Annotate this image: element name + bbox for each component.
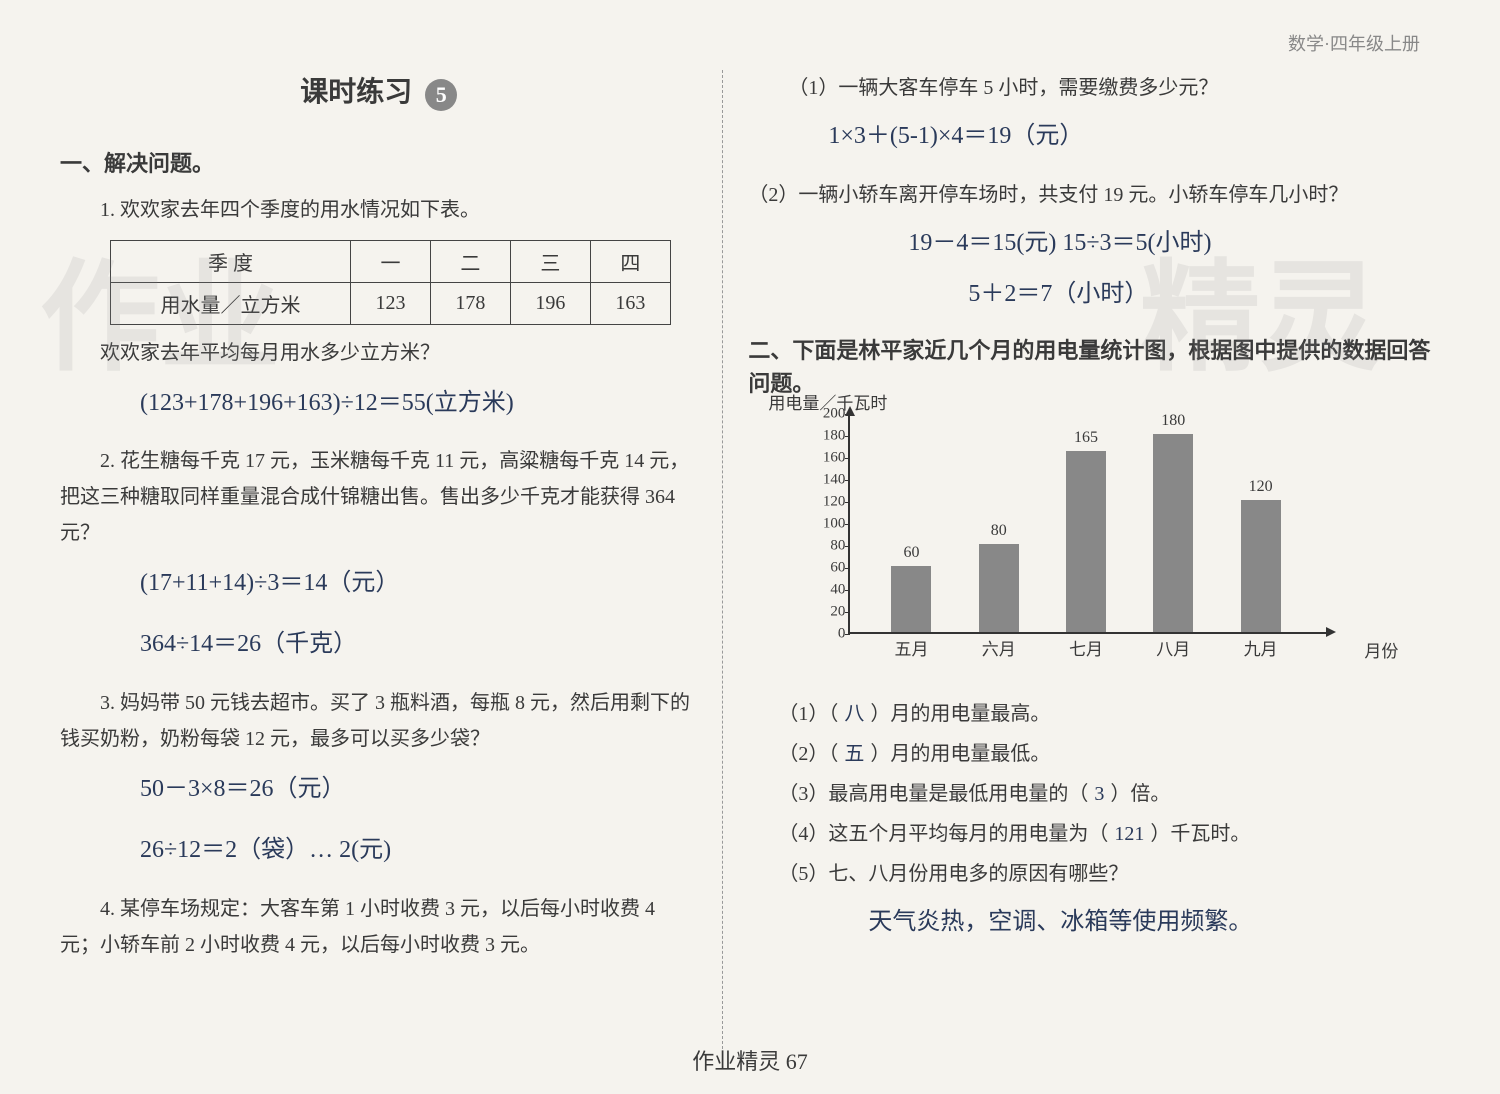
x-tick-label: 七月 xyxy=(1069,635,1103,660)
x-tick-label: 九月 xyxy=(1244,635,1278,660)
y-tick-mark xyxy=(845,634,850,635)
section1-head: 一、解决问题。 xyxy=(60,146,697,178)
x-axis-arrow xyxy=(1326,627,1336,637)
problem-2-text: 2. 花生糖每千克 17 元，玉米糖每千克 11 元，高粱糖每千克 14 元，把… xyxy=(60,443,697,551)
q1-post: ）月的用电量最高。 xyxy=(870,703,1050,725)
q4-pre: （4）这五个月平均每月的用电量为（ xyxy=(778,823,1108,845)
q3-pre: （3）最高用电量是最低用电量的（ xyxy=(778,783,1088,805)
problem-4-text: 4. 某停车场规定：大客车第 1 小时收费 3 元，以后每小时收费 4 元；小轿… xyxy=(60,891,697,963)
q3-post: ）倍。 xyxy=(1110,783,1170,805)
bar-value-label: 165 xyxy=(1066,429,1106,447)
chart-bar: 60 xyxy=(891,566,931,632)
problem-2-work2: 364÷14＝26（千克） xyxy=(140,624,697,665)
chart-bar: 180 xyxy=(1153,434,1193,632)
y-tick-mark xyxy=(845,612,850,613)
y-tick-label: 40 xyxy=(805,582,845,599)
y-tick-mark xyxy=(845,524,850,525)
footer-brand: 作业精灵 xyxy=(692,1049,780,1074)
electricity-chart: 用电量／千瓦时 月份 02040608010012014016018020060… xyxy=(798,414,1358,674)
chart-bar: 165 xyxy=(1066,451,1106,633)
problem-1-text: 1. 欢欢家去年四个季度的用水情况如下表。 xyxy=(60,192,697,228)
problem-4-work2b: 5＋2＝7（小时） xyxy=(968,274,1440,315)
title-text: 课时练习 xyxy=(300,77,412,108)
water-usage-table: 季 度 一 二 三 四 用水量／立方米 123 178 196 163 xyxy=(110,240,671,325)
bar-value-label: 120 xyxy=(1241,478,1281,496)
q2-item5: （5）七、八月份用电多的原因有哪些？ xyxy=(778,854,1440,894)
page-footer: 作业精灵 67 xyxy=(692,1044,808,1076)
problem-4-sub2: （2）一辆小轿车离开停车场时，共支付 19 元。小轿车停车几小时？ xyxy=(748,177,1440,213)
q2-item1: （1）（八）月的用电量最高。 xyxy=(778,694,1440,734)
lesson-title: 课时练习 5 xyxy=(60,70,697,111)
q5-answer: 天气炎热，空调、冰箱等使用频繁。 xyxy=(868,902,1440,943)
q2-item2: （2）（五）月的用电量最低。 xyxy=(778,734,1440,774)
y-tick-mark xyxy=(845,458,850,459)
bar-value-label: 180 xyxy=(1153,412,1193,430)
chart-bar: 120 xyxy=(1241,500,1281,632)
y-tick-label: 20 xyxy=(805,604,845,621)
y-tick-mark xyxy=(845,568,850,569)
problem-4-sub1: （1）一辆大客车停车 5 小时，需要缴费多少元？ xyxy=(748,70,1440,106)
bar-value-label: 80 xyxy=(979,522,1019,540)
y-tick-label: 200 xyxy=(805,406,845,423)
q4-answer: 121 xyxy=(1108,823,1150,845)
problem-1-work: (123+178+196+163)÷12＝55(立方米) xyxy=(140,383,697,424)
y-tick-label: 100 xyxy=(805,516,845,533)
footer-page: 67 xyxy=(786,1049,808,1074)
question-list: （1）（八）月的用电量最高。 （2）（五）月的用电量最低。 （3）最高用电量是最… xyxy=(778,694,1440,894)
th-q1: 一 xyxy=(350,240,430,282)
title-number-badge: 5 xyxy=(425,79,457,111)
chart-bar: 80 xyxy=(979,544,1019,632)
problem-3-work1: 50－3×8＝26（元） xyxy=(140,769,697,810)
problem-4-work1: 1×3＋(5-1)×4＝19（元） xyxy=(828,116,1440,157)
x-tick-label: 五月 xyxy=(894,635,928,660)
y-tick-mark xyxy=(845,502,850,503)
row-label: 用水量／立方米 xyxy=(111,282,351,324)
y-tick-label: 60 xyxy=(805,560,845,577)
y-tick-label: 0 xyxy=(805,626,845,643)
page-header: 数学·四年级上册 xyxy=(1288,30,1420,56)
y-tick-label: 160 xyxy=(805,450,845,467)
x-tick-label: 八月 xyxy=(1156,635,1190,660)
q2-pre: （2）（ xyxy=(778,743,838,765)
val-q2: 178 xyxy=(430,282,510,324)
problem-3-work2: 26÷12＝2（袋）… 2(元) xyxy=(140,830,697,871)
problem-3-text: 3. 妈妈带 50 元钱去超市。买了 3 瓶料酒，每瓶 8 元，然后用剩下的钱买… xyxy=(60,685,697,757)
y-tick-label: 120 xyxy=(805,494,845,511)
problem-4-work2a: 19－4＝15(元) 15÷3＝5(小时) xyxy=(908,223,1440,264)
q3-answer: 3 xyxy=(1088,783,1110,805)
th-q4: 四 xyxy=(590,240,670,282)
q2-post: ）月的用电量最低。 xyxy=(870,743,1050,765)
y-tick-label: 180 xyxy=(805,428,845,445)
x-tick-label: 六月 xyxy=(982,635,1016,660)
problem-2-work1: (17+11+14)÷3＝14（元） xyxy=(140,563,697,604)
q2-item4: （4）这五个月平均每月的用电量为（121）千瓦时。 xyxy=(778,814,1440,854)
problem-1-question: 欢欢家去年平均每月用水多少立方米？ xyxy=(60,335,697,371)
y-tick-mark xyxy=(845,546,850,547)
bar-value-label: 60 xyxy=(891,544,931,562)
q2-item3: （3）最高用电量是最低用电量的（3）倍。 xyxy=(778,774,1440,814)
y-tick-mark xyxy=(845,590,850,591)
y-tick-mark xyxy=(845,480,850,481)
q1-answer: 八 xyxy=(838,703,870,725)
chart-x-title: 月份 xyxy=(1364,637,1398,662)
val-q3: 196 xyxy=(510,282,590,324)
th-quarter: 季 度 xyxy=(111,240,351,282)
y-tick-mark xyxy=(845,414,850,415)
th-q3: 三 xyxy=(510,240,590,282)
val-q4: 163 xyxy=(590,282,670,324)
y-tick-label: 140 xyxy=(805,472,845,489)
q1-pre: （1）（ xyxy=(778,703,838,725)
th-q2: 二 xyxy=(430,240,510,282)
y-tick-mark xyxy=(845,436,850,437)
q4-post: ）千瓦时。 xyxy=(1150,823,1250,845)
y-tick-label: 80 xyxy=(805,538,845,555)
val-q1: 123 xyxy=(350,282,430,324)
q2-answer: 五 xyxy=(838,743,870,765)
